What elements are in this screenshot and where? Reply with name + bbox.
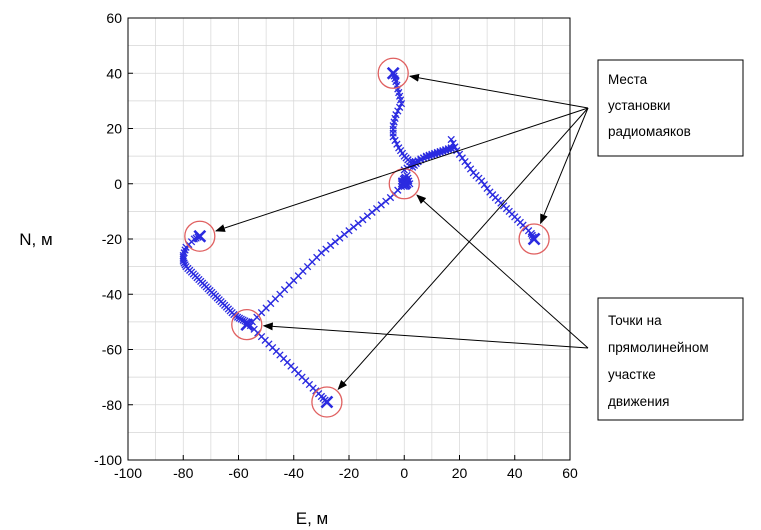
data-point	[368, 208, 376, 216]
highlight-marker	[193, 229, 207, 243]
highlight-marker	[320, 395, 334, 409]
data-point	[363, 212, 372, 220]
data-point	[450, 144, 458, 152]
callout-arrow	[215, 107, 589, 232]
callout-text: установки	[608, 98, 670, 113]
highlight-marker	[397, 177, 411, 191]
x-tick-label: 60	[562, 465, 578, 481]
callout-arrow	[540, 107, 589, 225]
callouts: Места установки радиомаяков Точки на прямоли…	[215, 59, 744, 421]
data-point	[464, 161, 472, 169]
highlight-circle	[231, 308, 263, 341]
data-layer	[179, 57, 550, 418]
data-point	[447, 135, 455, 144]
highlight-marker	[240, 318, 254, 332]
data-point	[326, 241, 335, 250]
highlight-circle	[311, 386, 343, 418]
data-point	[345, 227, 353, 235]
callout-text: радиомаяков	[608, 124, 691, 139]
x-tick-label: -60	[228, 465, 248, 481]
highlight-circle	[184, 220, 216, 252]
data-point	[458, 154, 466, 162]
data-point	[391, 136, 399, 145]
callout-box	[597, 297, 744, 421]
callout-arrow	[416, 194, 589, 349]
data-point	[480, 181, 489, 189]
data-point	[377, 201, 385, 209]
callout-text: прямолинейном	[608, 340, 709, 355]
data-point	[466, 165, 475, 173]
highlight-circle	[377, 57, 409, 89]
callout-text: движения	[608, 394, 669, 409]
data-point	[322, 245, 330, 253]
data-point	[359, 216, 367, 224]
callout-arrow	[262, 322, 589, 349]
y-tick-label: 60	[106, 10, 122, 26]
data-point	[455, 150, 464, 158]
data-point	[393, 140, 401, 148]
data-point	[386, 193, 395, 202]
data-point	[394, 107, 402, 115]
data-point	[340, 230, 349, 239]
data-point	[389, 133, 397, 141]
y-tick-label: -40	[102, 286, 122, 302]
data-point	[461, 157, 469, 166]
x-tick-label: 20	[452, 465, 468, 481]
data-point	[483, 184, 491, 193]
data-point	[182, 262, 190, 271]
data-point	[397, 99, 406, 108]
data-point	[382, 197, 390, 205]
y-tick-label: -80	[102, 397, 122, 413]
y-tick-label: -20	[102, 231, 122, 247]
highlight-circle	[518, 223, 550, 255]
data-point	[372, 204, 381, 213]
x-tick-label: -80	[173, 465, 193, 481]
data-point	[181, 261, 189, 269]
callout-text: Точки на	[608, 313, 662, 328]
callout-text: участке	[608, 367, 656, 382]
x-tick-label: -20	[339, 465, 359, 481]
tick-labels: -100 -80 -60 -40 -20 0 20 40 60 -100 -80 -60 -40 -20 0…	[94, 10, 578, 481]
x-tick-label: -40	[284, 465, 304, 481]
callout-arrow	[408, 73, 589, 109]
y-axis-label: N, м	[19, 230, 52, 249]
data-point	[477, 177, 486, 185]
y-tick-label: 0	[114, 176, 122, 192]
data-point	[331, 238, 339, 246]
x-tick-label: 0	[400, 465, 408, 481]
trajectory-line	[392, 73, 419, 163]
y-tick-label: -60	[102, 342, 122, 358]
highlight-marker	[386, 66, 400, 80]
data-point	[336, 234, 344, 242]
y-tick-label: 40	[106, 65, 122, 81]
x-tick-label: -100	[114, 465, 142, 481]
y-tick-label: 20	[106, 121, 122, 137]
callout-text: Места	[608, 72, 648, 87]
x-tick-label: 40	[507, 465, 523, 481]
y-tick-label: -100	[94, 452, 122, 468]
highlight-marker	[527, 232, 541, 246]
callout-arrow	[337, 107, 589, 391]
data-point	[395, 103, 404, 111]
callout-box	[597, 59, 744, 157]
data-point	[349, 223, 358, 231]
data-point	[354, 219, 362, 228]
x-axis-label: E, м	[296, 509, 328, 528]
